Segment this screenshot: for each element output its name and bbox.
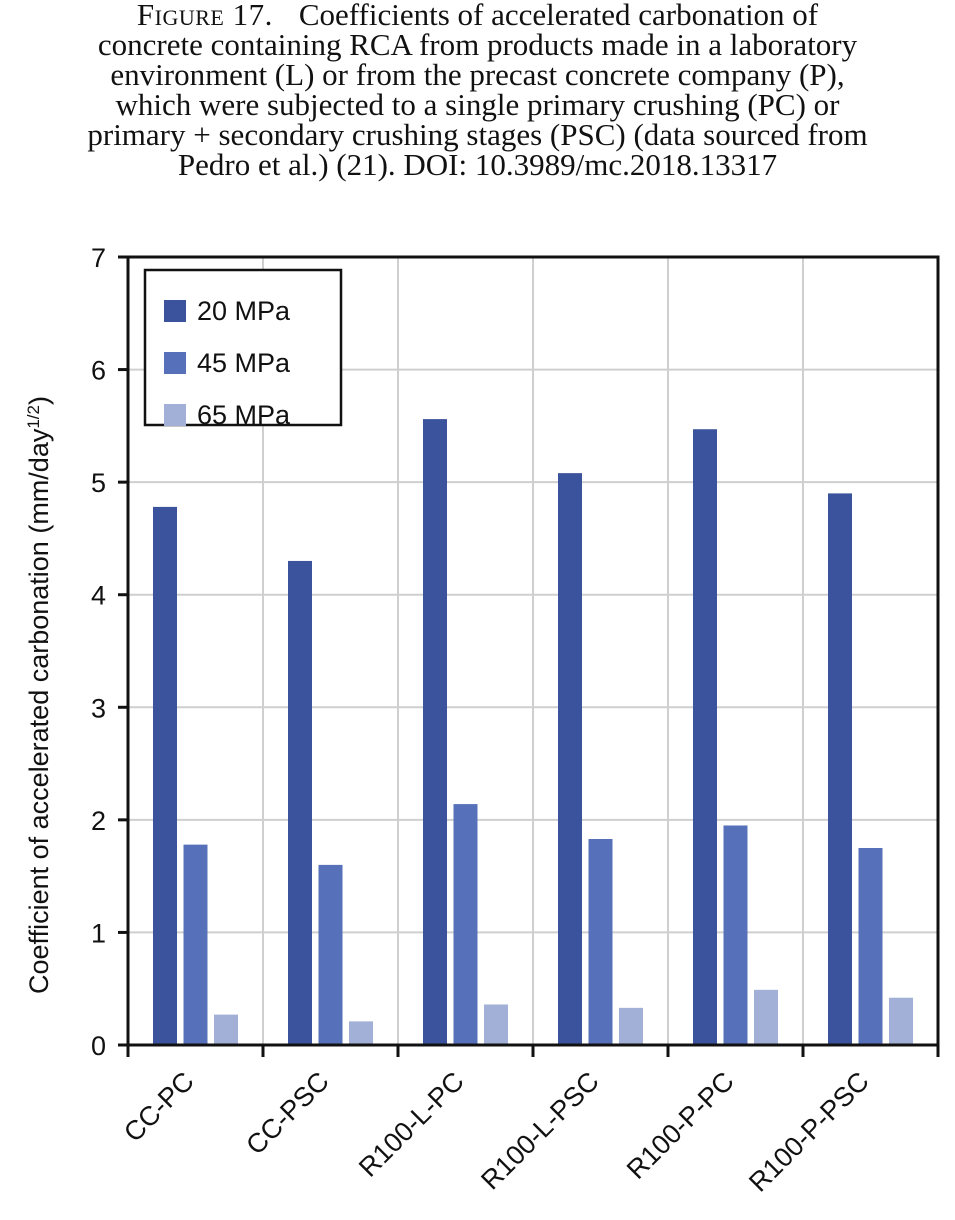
bar-cc-pc-65mpa — [214, 1014, 238, 1045]
y-tick-label: 2 — [91, 806, 106, 836]
bar-r100-l-psc-20mpa — [558, 473, 582, 1045]
x-category-label: CC-PSC — [240, 1066, 334, 1160]
legend-label: 45 MPa — [197, 348, 291, 378]
caption-line-1: Figure 17. Coefficients of accelerated ca… — [0, 0, 955, 30]
x-axis-ticks: CC-PC CC-PSC R100-L-PC R100-L-PSC R100-P-PC R… — [118, 1045, 940, 1198]
y-tick-label: 5 — [91, 468, 106, 498]
y-tick-label: 3 — [91, 693, 106, 723]
x-category-label: R100-P-PSC — [743, 1066, 875, 1198]
legend-swatch — [164, 404, 186, 426]
bar-r100-l-psc-45mpa — [588, 838, 613, 1045]
y-tick-label: 0 — [91, 1031, 106, 1061]
bars — [153, 419, 913, 1046]
caption-text-1: Coefficients of accelerated carbonation … — [298, 0, 819, 32]
y-tick-label: 7 — [91, 243, 106, 273]
y-tick-label: 1 — [91, 918, 106, 948]
y-axis-title-superscript: 1/2 — [24, 405, 43, 429]
caption-line-2: concrete containing RCA from products ma… — [97, 27, 858, 62]
y-axis-title-suffix: ) — [24, 396, 54, 405]
legend-label: 20 MPa — [197, 296, 291, 326]
bar-cc-pc-45mpa — [183, 844, 208, 1045]
caption-line-4: which were subjected to a single primary… — [115, 87, 840, 122]
y-axis-title-main: Coefficient of accelerated carbonation (… — [24, 428, 54, 994]
x-category-label: R100-L-PC — [353, 1066, 470, 1183]
x-category-label: R100-P-PC — [621, 1066, 740, 1185]
caption-line-5: primary + secondary crushing stages (PSC… — [87, 117, 868, 152]
bar-r100-p-psc-65mpa — [889, 997, 913, 1045]
figure-label: Figure 17. — [136, 0, 273, 32]
bar-r100-p-pc-45mpa — [723, 825, 748, 1045]
x-category-label: CC-PC — [118, 1066, 200, 1148]
bar-cc-psc-20mpa — [288, 560, 312, 1045]
x-category-label: R100-L-PSC — [475, 1066, 604, 1195]
bar-cc-pc-20mpa — [153, 506, 177, 1045]
bar-r100-p-psc-20mpa — [828, 493, 852, 1045]
caption-line-3: environment (L) or from the precast conc… — [110, 57, 845, 92]
bar-r100-p-psc-45mpa — [858, 848, 883, 1045]
bar-r100-l-psc-65mpa — [619, 1007, 643, 1045]
figure-caption: Figure 17. Coefficients of accelerated ca… — [0, 0, 955, 180]
y-tick-label: 4 — [91, 581, 106, 611]
legend-box — [143, 268, 343, 427]
bar-cc-psc-65mpa — [349, 1021, 373, 1045]
y-axis-title: Coefficient of accelerated carbonation (… — [24, 396, 55, 994]
bar-r100-l-pc-65mpa — [484, 1004, 508, 1045]
legend-swatch — [164, 300, 186, 322]
legend: 20 MPa 45 MPa 65 MPa — [143, 268, 343, 430]
bar-cc-psc-45mpa — [318, 864, 343, 1045]
y-axis-ticks: 0 1 2 3 4 5 6 7 — [91, 243, 128, 1061]
bar-r100-p-pc-20mpa — [693, 429, 717, 1046]
y-tick-label: 6 — [91, 356, 106, 386]
bar-r100-p-pc-65mpa — [754, 989, 778, 1045]
bar-r100-l-pc-45mpa — [453, 804, 478, 1045]
legend-label: 65 MPa — [197, 400, 291, 430]
caption-line-6: Pedro et al.) (21). DOI: 10.3989/mc.2018… — [177, 147, 778, 182]
bar-r100-l-pc-20mpa — [423, 419, 447, 1045]
legend-swatch — [164, 352, 186, 374]
